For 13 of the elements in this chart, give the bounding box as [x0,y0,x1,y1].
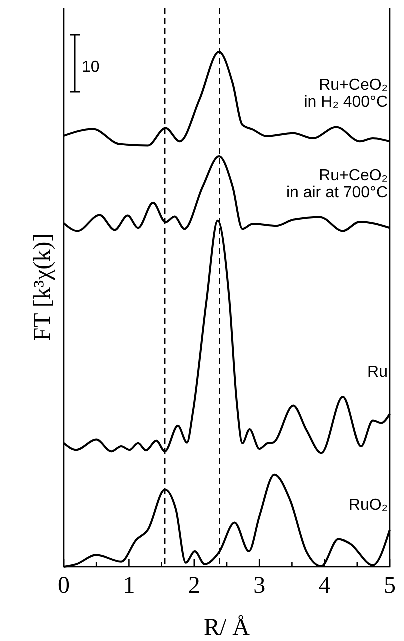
series-label: RuO₂ [348,496,388,514]
x-tick-label: 3 [254,573,266,599]
x-axis-title: R/ Å [204,615,251,641]
series-label: Ru+CeO₂ in air at 700°C [286,167,388,202]
y-axis-title: FT [k³χ(k)] [30,234,56,342]
x-tick-label: 5 [384,573,396,599]
x-tick-label: 2 [188,573,200,599]
x-tick-label: 4 [318,573,331,599]
x-tick-label: 0 [58,573,70,599]
series-label: Ru [368,364,388,382]
series-label: Ru+CeO₂ in H₂ 400°C [304,77,388,112]
annotation: 10 [82,59,100,76]
x-tick-label: 1 [123,573,136,599]
